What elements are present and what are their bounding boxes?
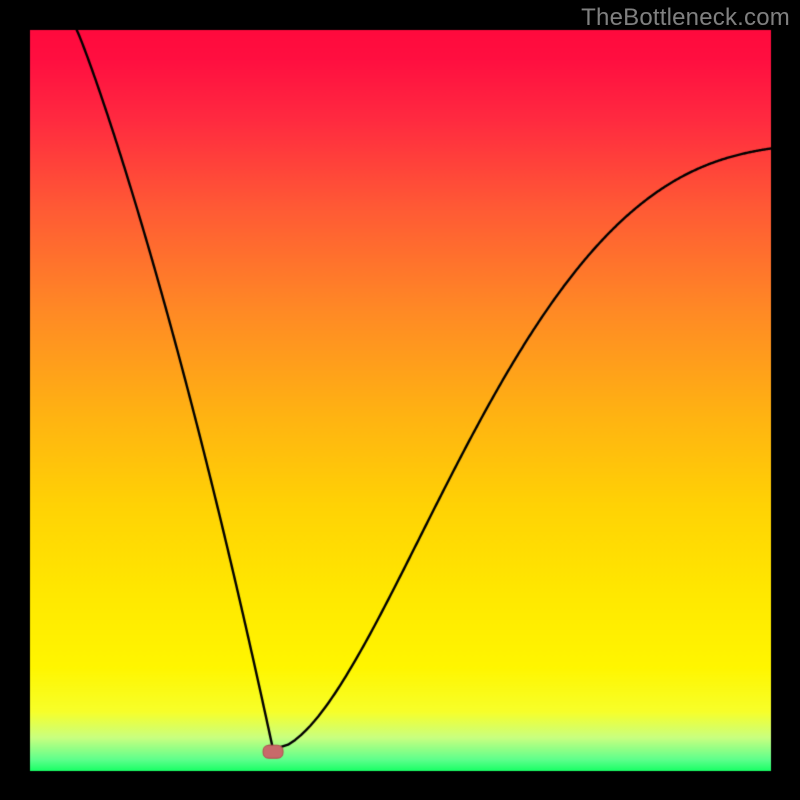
bottleneck-chart-canvas: [0, 0, 800, 800]
chart-container: TheBottleneck.com: [0, 0, 800, 800]
